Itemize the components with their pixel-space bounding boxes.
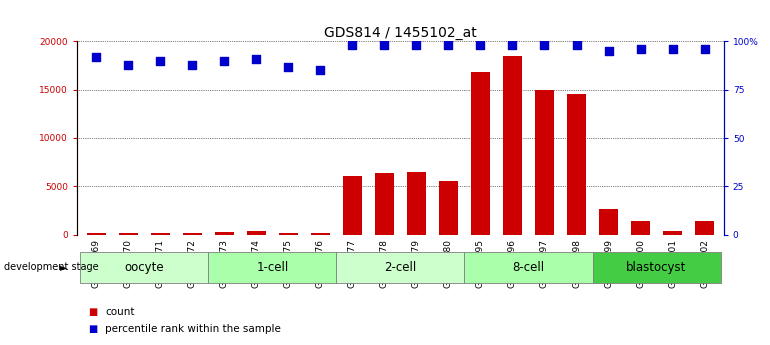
Bar xyxy=(279,233,298,235)
Point xyxy=(698,46,711,52)
Text: blastocyst: blastocyst xyxy=(626,261,687,274)
Point xyxy=(314,68,326,73)
Bar xyxy=(375,173,394,235)
Point xyxy=(250,56,263,61)
Point xyxy=(442,42,454,48)
Text: ■: ■ xyxy=(89,325,98,334)
Bar xyxy=(336,252,464,283)
Point xyxy=(154,58,166,63)
Bar xyxy=(695,221,715,235)
Point xyxy=(666,46,678,52)
Point xyxy=(602,48,614,54)
Text: oocyte: oocyte xyxy=(125,261,164,274)
Bar xyxy=(208,252,336,283)
Point xyxy=(282,64,294,69)
Text: 8-cell: 8-cell xyxy=(512,261,544,274)
Bar xyxy=(593,252,721,283)
Text: count: count xyxy=(105,307,135,317)
Point xyxy=(474,42,487,48)
Point xyxy=(571,42,583,48)
Text: development stage: development stage xyxy=(4,263,99,272)
Bar xyxy=(343,176,362,235)
Point xyxy=(186,62,199,67)
Text: 2-cell: 2-cell xyxy=(384,261,417,274)
Bar xyxy=(86,233,105,235)
Point xyxy=(378,42,390,48)
Point xyxy=(90,54,102,60)
Text: ►: ► xyxy=(60,263,68,272)
Bar xyxy=(80,252,208,283)
Point xyxy=(634,46,647,52)
Bar xyxy=(151,233,170,235)
Bar xyxy=(119,233,138,235)
Bar xyxy=(311,233,330,235)
Bar xyxy=(246,231,266,235)
Point xyxy=(346,42,359,48)
Point xyxy=(538,42,551,48)
Bar xyxy=(599,208,618,235)
Bar xyxy=(470,72,490,235)
Text: ■: ■ xyxy=(89,307,98,317)
Point xyxy=(507,42,519,48)
Bar xyxy=(631,221,650,235)
Bar xyxy=(407,172,426,235)
Bar xyxy=(503,56,522,235)
Text: 1-cell: 1-cell xyxy=(256,261,289,274)
Point xyxy=(122,62,135,67)
Bar xyxy=(567,93,586,235)
Bar xyxy=(663,231,682,235)
Bar xyxy=(464,252,593,283)
Bar xyxy=(439,181,458,235)
Bar xyxy=(535,90,554,235)
Text: percentile rank within the sample: percentile rank within the sample xyxy=(105,325,281,334)
Point xyxy=(410,42,423,48)
Bar xyxy=(182,233,202,235)
Bar xyxy=(215,232,234,235)
Point xyxy=(218,58,230,63)
Title: GDS814 / 1455102_at: GDS814 / 1455102_at xyxy=(324,26,477,40)
